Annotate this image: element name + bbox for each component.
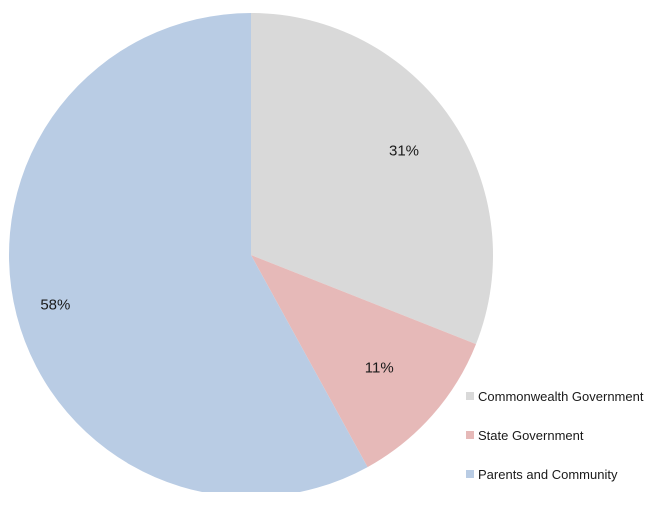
slice-percent-label: 31% <box>389 143 419 160</box>
legend-swatch <box>466 392 474 400</box>
legend-item-commonwealth-government: Commonwealth Government <box>466 388 643 404</box>
pie-slice-commonwealth-government <box>251 13 493 345</box>
pie-slices <box>9 13 493 492</box>
slice-percent-label: 58% <box>40 297 70 314</box>
legend: Commonwealth Government State Government… <box>466 388 643 505</box>
pie-slice-parents-and-community <box>9 13 368 492</box>
legend-label: Commonwealth Government <box>478 388 644 404</box>
legend-swatch <box>466 431 474 439</box>
legend-label: State Government <box>478 427 584 443</box>
legend-item-state-government: State Government <box>466 427 643 443</box>
pie-slice-state-government <box>251 255 477 468</box>
pie-labels: 31% 11% 58% <box>40 143 419 377</box>
pie-chart: 31% 11% 58% <box>9 13 493 492</box>
legend-swatch <box>466 470 474 478</box>
legend-item-parents-and-community: Parents and Community <box>466 466 643 482</box>
legend-label: Parents and Community <box>478 466 618 482</box>
slice-percent-label: 11% <box>365 360 394 377</box>
